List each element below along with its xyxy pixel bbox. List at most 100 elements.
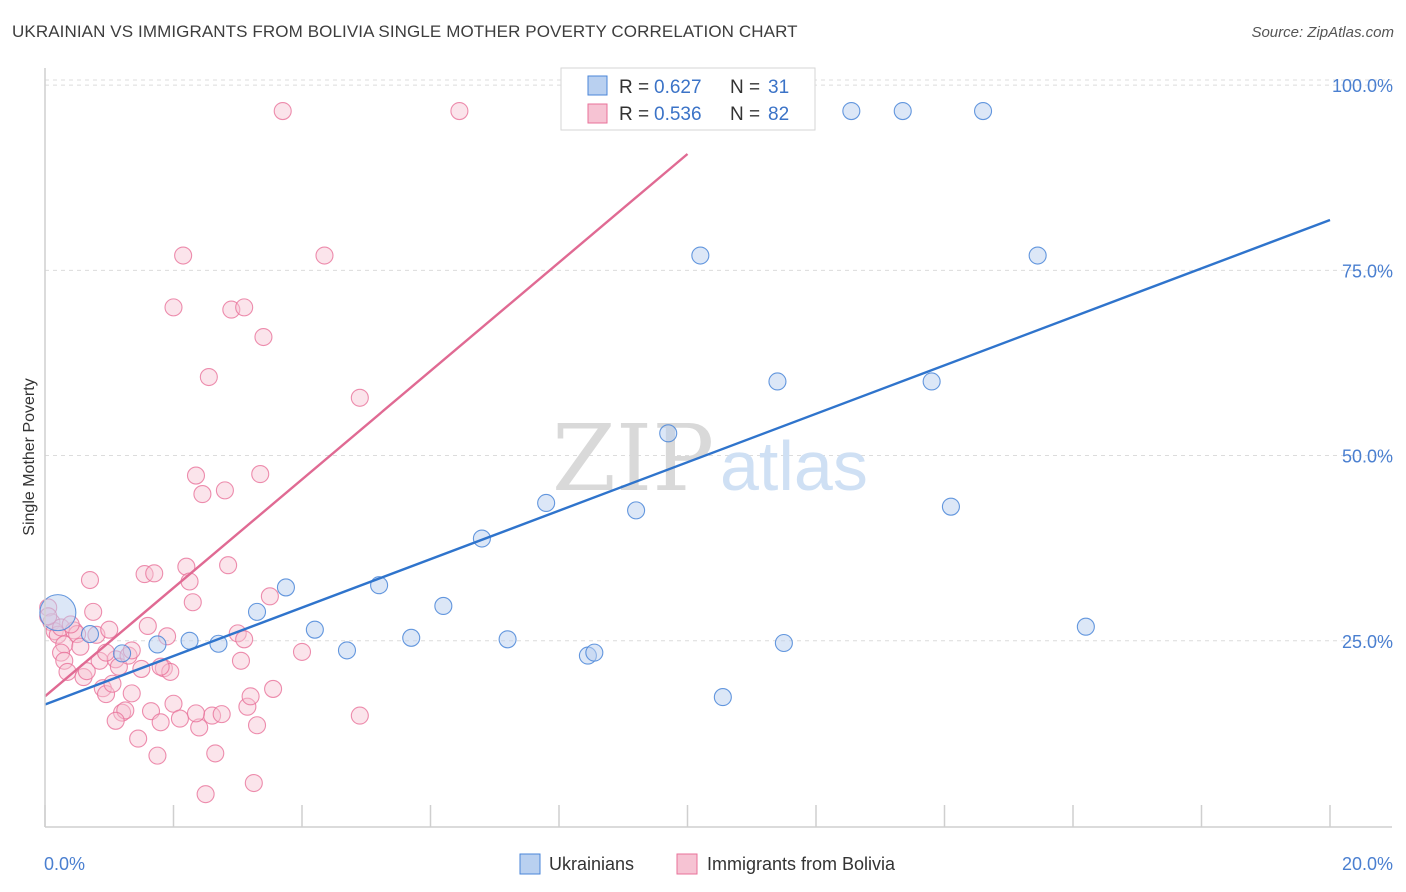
point-ukrainians [922, 372, 941, 391]
x-tick-label: 20.0% [1342, 854, 1393, 874]
point-bolivia [212, 705, 231, 724]
source-label: Source: ZipAtlas.com [1251, 24, 1394, 41]
point-ukrainians [498, 630, 517, 649]
legend-swatch-bolivia [587, 103, 608, 124]
bottom-legend-swatch-ukrainians [519, 853, 541, 875]
point-ukrainians [402, 628, 421, 647]
point-bolivia [251, 465, 270, 484]
point-ukrainians [659, 424, 678, 443]
point-bolivia [235, 298, 254, 317]
point-bolivia [138, 616, 157, 636]
legend-n-value-1: 31 [768, 77, 789, 98]
trendline-bolivia [44, 153, 689, 698]
point-bolivia [273, 101, 292, 121]
point-ukrainians [768, 372, 787, 391]
point-bolivia [74, 668, 93, 687]
point-bolivia [247, 716, 267, 735]
point-ukrainians [80, 625, 100, 644]
point-ukrainians [691, 246, 710, 265]
trendline-ukrainians [44, 218, 1331, 706]
y-axis-label: Single Mother Poverty [21, 378, 38, 535]
point-ukrainians [627, 501, 646, 520]
point-bolivia [96, 685, 116, 704]
point-bolivia [190, 718, 209, 737]
point-bolivia [219, 556, 238, 575]
point-bolivia [260, 587, 279, 606]
watermark: ZIP atlas [552, 405, 868, 512]
point-bolivia [96, 643, 116, 662]
point-bolivia [55, 651, 74, 670]
y-tick-label: 75.0% [1342, 261, 1393, 281]
point-bolivia [241, 687, 260, 706]
point-ukrainians [247, 602, 267, 621]
point-ukrainians [337, 641, 357, 660]
point-bolivia [264, 679, 283, 698]
point-ukrainians [585, 643, 604, 662]
point-bolivia [174, 246, 193, 265]
grid [45, 79, 1392, 642]
point-ukrainians [434, 596, 453, 616]
legend-n-label-1: N = [730, 77, 760, 98]
point-ukrainians [305, 620, 324, 639]
point-bolivia [350, 706, 369, 725]
point-ukrainians [1028, 246, 1047, 265]
point-bolivia [129, 729, 148, 748]
point-ukrainians [537, 493, 556, 513]
point-bolivia [350, 388, 369, 407]
point-ukrainians [113, 644, 132, 663]
point-ukrainians [1076, 617, 1095, 636]
point-bolivia [106, 711, 125, 730]
point-bolivia [164, 298, 183, 317]
point-ukrainians [893, 101, 912, 121]
point-ukrainians [713, 688, 732, 707]
point-bolivia [254, 327, 273, 347]
point-bolivia [235, 630, 254, 649]
point-ukrainians [973, 101, 993, 121]
point-bolivia [292, 642, 312, 661]
point-bolivia [183, 593, 202, 612]
point-bolivia [135, 565, 154, 584]
legend-n-label-2: N = [730, 104, 760, 125]
bottom-legend-ukrainians: Ukrainians [549, 854, 634, 874]
bottom-legend-swatch-bolivia [676, 853, 698, 875]
point-bolivia [161, 662, 180, 681]
watermark-zip: ZIP [552, 405, 714, 512]
chart-title: UKRAINIAN VS IMMIGRANTS FROM BOLIVIA SIN… [12, 22, 798, 41]
point-bolivia [206, 744, 225, 763]
point-bolivia [203, 706, 222, 725]
y-tick-label: 25.0% [1342, 632, 1393, 652]
point-bolivia [196, 785, 215, 804]
point-bolivia [199, 367, 218, 387]
point-bolivia [170, 709, 189, 728]
point-ukrainians [39, 594, 77, 632]
series-immigrants-bolivia [39, 101, 469, 804]
bottom-legend: Ukrainians Immigrants from Bolivia [519, 853, 896, 875]
point-ukrainians [842, 101, 861, 121]
point-bolivia [238, 697, 257, 716]
legend-n-value-2: 82 [768, 104, 789, 125]
point-bolivia [100, 620, 119, 639]
point-bolivia [231, 651, 251, 670]
trendlines [44, 153, 1331, 706]
legend: R = 0.627 N = 31 R = 0.536 N = 82 [560, 67, 816, 131]
series-ukrainians [39, 101, 1095, 707]
point-bolivia [193, 485, 212, 504]
point-bolivia [186, 704, 206, 723]
point-bolivia [151, 713, 170, 732]
point-bolivia [80, 570, 100, 590]
point-ukrainians [774, 633, 793, 653]
point-ukrainians [941, 497, 960, 516]
point-bolivia [145, 564, 164, 583]
legend-r-value-2: 0.536 [654, 104, 702, 125]
legend-r-value-1: 0.627 [654, 77, 702, 98]
point-bolivia [186, 466, 206, 485]
axes [44, 68, 1392, 828]
point-bolivia [315, 246, 334, 265]
legend-swatch-ukrainians [587, 75, 608, 96]
point-bolivia [84, 602, 103, 621]
point-bolivia [244, 773, 263, 793]
legend-r-label-1: R = [619, 77, 649, 98]
y-tick-label: 100.0% [1332, 76, 1393, 96]
y-tick-labels: 25.0% 50.0% 75.0% 100.0% [1332, 76, 1393, 652]
